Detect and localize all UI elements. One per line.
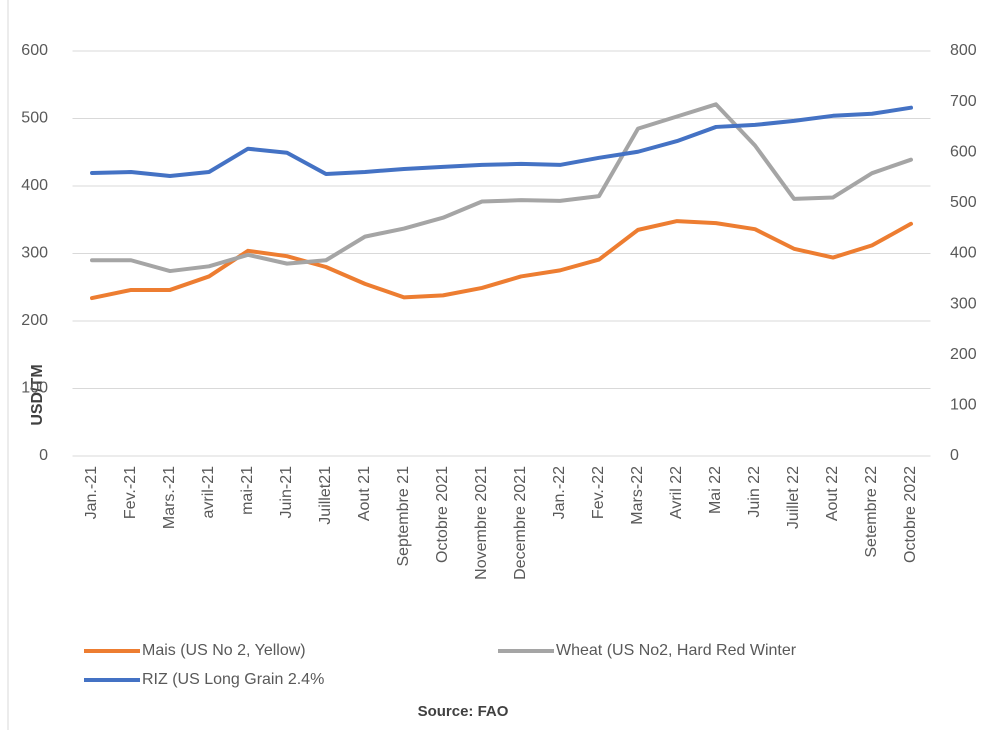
y-tick-label: 400 (21, 177, 48, 194)
source: Source: FAO (418, 703, 509, 720)
x-tick-label: Octobre 2022 (902, 466, 919, 563)
y-tick-label: 200 (21, 312, 48, 329)
x-tick-label: Mai 22 (707, 466, 724, 514)
y2-tick-label: 400 (950, 245, 977, 262)
x-tick-label: Avril 22 (668, 466, 685, 519)
y-tick-label: 500 (21, 110, 48, 127)
x-tick-label: Decembre 2021 (512, 466, 529, 580)
series-line (90, 105, 913, 179)
y2-tick-label: 600 (950, 143, 977, 160)
x-tick-label: Mars.-21 (161, 466, 178, 529)
x-tick-label: Juillet21 (317, 466, 334, 525)
y2-tick-label: 200 (950, 346, 977, 363)
series-line (90, 102, 913, 274)
y2-tick-label: 500 (950, 194, 977, 211)
y2-tick-label: 700 (950, 93, 977, 110)
x-tick-label: Setembre 22 (863, 466, 880, 558)
x-tick-label: Jan.-22 (551, 466, 568, 519)
legend-label: RIZ (US Long Grain 2.4% (142, 671, 324, 688)
x-tick-label: Juillet 22 (785, 466, 802, 529)
y-tick-label: 600 (21, 42, 48, 59)
x-tick-label: Octobre 2021 (434, 466, 451, 563)
x-tick-label: Septembre 21 (395, 466, 412, 567)
x-tick-label: Novembre 2021 (473, 466, 490, 580)
y-tick-label: 0 (39, 447, 48, 464)
y2-tick-label: 300 (950, 295, 977, 312)
legend-label: Wheat (US No2, Hard Red Winter (556, 642, 797, 659)
x-tick-label: Fev.-22 (590, 466, 607, 519)
y2-tick-label: 0 (950, 447, 959, 464)
x-tick-label: Aout 21 (356, 466, 373, 521)
x-tick-label: Juin 22 (746, 466, 763, 518)
y2-tick-label: 800 (950, 42, 977, 59)
y2-tick-label: 100 (950, 397, 977, 414)
x-tick-label: Juin-21 (278, 466, 295, 519)
y-tick-label: 100 (21, 380, 48, 397)
x-tick-label: Aout 22 (824, 466, 841, 521)
x-tick-label: avril-21 (200, 466, 217, 519)
series-line (90, 219, 913, 301)
y-axis-label: USD/TM (29, 364, 46, 425)
y-tick-label: 300 (21, 245, 48, 262)
x-tick-label: Mars-22 (629, 466, 646, 525)
legend-label: Mais (US No 2, Yellow) (142, 642, 306, 659)
x-tick-label: Jan.-21 (83, 466, 100, 519)
x-tick-label: Fev.-21 (122, 466, 139, 519)
x-tick-label: mai-21 (239, 466, 256, 515)
